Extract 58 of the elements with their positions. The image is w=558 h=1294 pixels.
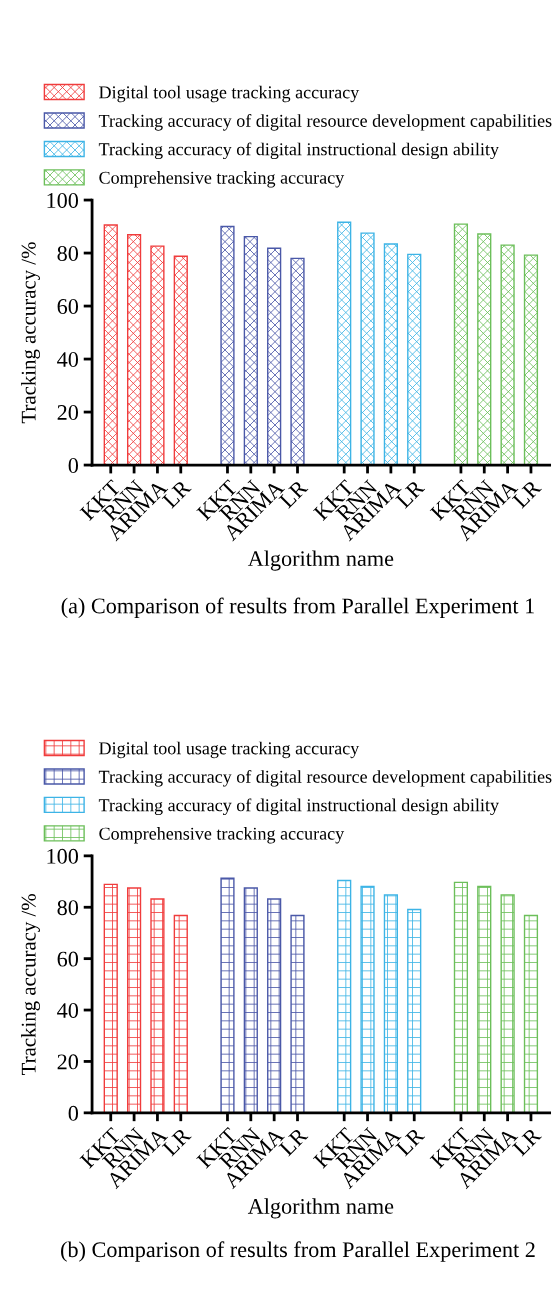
bar xyxy=(220,225,235,466)
y-tick-label: 20 xyxy=(57,404,79,420)
bar xyxy=(220,877,235,1113)
y-tick-label: 40 xyxy=(57,1002,79,1018)
y-axis-title: Tracking accuracy /% xyxy=(21,242,40,424)
bar xyxy=(500,244,515,466)
y-tick-label: 0 xyxy=(68,458,79,473)
bar xyxy=(383,243,398,466)
bar xyxy=(360,232,375,466)
bar xyxy=(453,223,469,466)
text: (a) Comparison of results from Parallel Experiment 1 xyxy=(61,597,534,618)
bar xyxy=(103,224,118,466)
bar xyxy=(150,898,165,1113)
bar xyxy=(337,221,352,466)
y-tick-label: 60 xyxy=(57,951,79,967)
bar xyxy=(360,885,375,1113)
y-tick-label: 80 xyxy=(57,900,79,916)
bar xyxy=(267,898,282,1113)
bar xyxy=(477,233,492,466)
bar xyxy=(150,245,165,466)
legend-label: Tracking accuracy of digital instructional design ability xyxy=(98,142,499,160)
bar xyxy=(290,257,305,466)
y-tick-label: 80 xyxy=(57,245,79,261)
bar xyxy=(243,235,258,466)
bar xyxy=(523,254,539,466)
bar xyxy=(453,881,469,1113)
legend-label: Tracking accuracy of digital resource development capabilities xyxy=(98,114,552,131)
bar xyxy=(243,887,258,1113)
bar xyxy=(337,879,352,1113)
bar xyxy=(477,885,492,1113)
bar xyxy=(126,887,142,1113)
y-tick-label: 0 xyxy=(68,1105,79,1121)
y-tick-label: 100 xyxy=(47,848,79,864)
bar xyxy=(407,253,422,466)
x-axis-title: Algorithm name xyxy=(247,1198,394,1219)
bar xyxy=(523,914,539,1113)
bar xyxy=(383,894,398,1113)
y-tick-label: 20 xyxy=(57,1054,79,1070)
text: (b) Comparison of results from Parallel Experiment 2 xyxy=(61,1241,535,1262)
bar xyxy=(126,234,142,466)
y-tick-label: 100 xyxy=(47,192,79,208)
legend-label: Comprehensive tracking accuracy xyxy=(99,827,345,844)
legend-label: Digital tool usage tracking accuracy xyxy=(99,741,360,759)
bar xyxy=(407,908,422,1113)
y-axis-title: Tracking accuracy /% xyxy=(21,894,40,1075)
legend-label: Tracking accuracy of digital instructional design ability xyxy=(98,798,499,816)
legend-label: Comprehensive tracking accuracy xyxy=(99,171,345,188)
bar xyxy=(173,914,188,1113)
legend-label: Tracking accuracy of digital resource development capabilities xyxy=(98,769,552,787)
x-axis-title: Algorithm name xyxy=(247,550,394,571)
legend-label: Digital tool usage tracking accuracy xyxy=(99,85,360,103)
bar xyxy=(173,255,188,466)
bar xyxy=(103,883,118,1113)
y-tick-label: 60 xyxy=(57,298,79,314)
y-tick-label: 40 xyxy=(57,351,79,367)
bar xyxy=(290,914,305,1113)
bar xyxy=(500,894,515,1113)
bar xyxy=(267,247,282,466)
